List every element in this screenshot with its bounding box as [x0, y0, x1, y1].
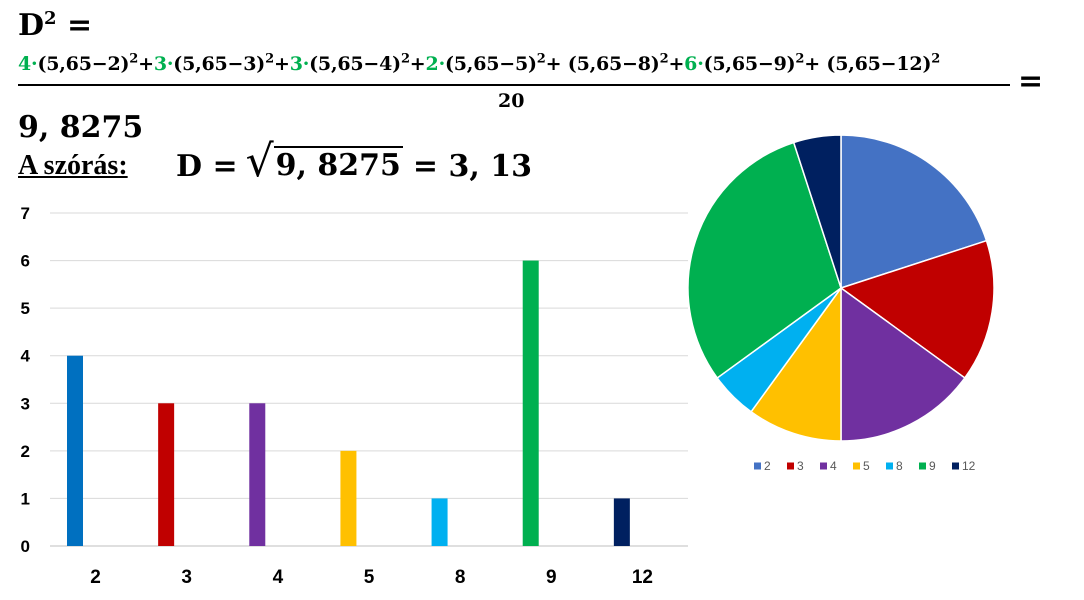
y-tick-label: 2: [21, 442, 30, 461]
bar: [249, 403, 266, 546]
pie-slice: [687, 141, 842, 379]
sqrt-symbol: √: [245, 136, 274, 187]
bar: [522, 260, 539, 546]
term-coefficient: 6: [684, 53, 698, 76]
x-tick-label: 9: [546, 567, 557, 588]
term-multiply-dot: ·: [302, 53, 310, 76]
term-multiply-dot: ·: [697, 53, 704, 76]
fraction-bar: [18, 84, 1010, 86]
numerator-term: 4·(5,65−2)2+: [18, 52, 154, 76]
numerator-term: 2·(5,65−5)2+: [425, 52, 568, 76]
legend-label: 5: [863, 459, 870, 473]
y-tick-label: 5: [21, 299, 30, 318]
pie-slice: [840, 286, 966, 442]
legend-label: 4: [830, 459, 837, 473]
y-tick-label: 1: [21, 489, 30, 508]
legend-swatch: [853, 462, 860, 470]
variance-result: 9, 8275: [18, 110, 144, 145]
x-tick-label: 12: [632, 567, 653, 588]
term-body: (5,65−5): [444, 53, 537, 76]
term-coefficient: 3: [153, 53, 167, 76]
std-dev-lhs: D =: [176, 149, 238, 184]
x-tick-label: 4: [273, 567, 284, 588]
bar: [158, 403, 175, 546]
sqrt-radicand: 9, 8275: [273, 146, 403, 183]
term-plus-operator: +: [138, 53, 154, 76]
legend-label: 12: [962, 459, 976, 473]
pie-slice: [840, 134, 988, 290]
term-coefficient: 2: [425, 53, 439, 76]
numerator-term: 6·(5,65−9)2+: [684, 52, 827, 76]
variance-heading: D2 =: [18, 8, 92, 43]
legend-label: 8: [896, 459, 903, 473]
x-tick-label: 2: [90, 567, 101, 588]
term-exponent: 2: [400, 52, 410, 67]
term-multiply-dot: ·: [31, 53, 38, 76]
y-tick-label: 6: [21, 252, 30, 271]
term-exponent: 2: [129, 52, 139, 67]
term-body: (5,65−2): [37, 53, 130, 76]
legend-swatch: [787, 462, 794, 470]
std-dev-formula: D = √ 9, 8275 = 3, 13: [176, 136, 533, 187]
pie-slice: [792, 134, 842, 289]
term-plus-operator: +: [668, 53, 685, 76]
term-body: (5,65−4): [309, 53, 401, 76]
term-body: (5,65−8): [567, 53, 660, 76]
bar: [431, 498, 448, 546]
y-tick-label: 7: [21, 204, 30, 223]
bar: [613, 498, 630, 546]
numerator-term: (5,65−12)2: [826, 52, 941, 76]
legend-swatch: [820, 462, 827, 470]
y-tick-label: 4: [21, 347, 31, 366]
legend-swatch: [886, 462, 893, 470]
term-coefficient: 3: [289, 53, 303, 76]
std-dev-label: A szórás:: [18, 150, 128, 181]
pie-slice: [839, 239, 995, 379]
y-tick-label: 3: [21, 394, 30, 413]
legend-label: 3: [797, 459, 804, 473]
x-tick-label: 8: [455, 567, 466, 588]
term-exponent: 2: [931, 52, 941, 67]
x-tick-label: 5: [364, 567, 375, 588]
bar: [340, 450, 357, 546]
term-exponent: 2: [659, 52, 669, 67]
term-body: (5,65−9): [703, 53, 796, 76]
formula-block: D2 = 4·(5,65−2)2+3·(5,65−3)2+3·(5,65−4)2…: [0, 0, 1084, 200]
std-dev-rhs: = 3, 13: [412, 149, 533, 184]
legend-swatch: [754, 462, 761, 470]
term-exponent: 2: [536, 52, 546, 67]
pie-slice: [750, 285, 842, 442]
legend-label: 9: [929, 459, 936, 473]
term-multiply-dot: ·: [166, 53, 174, 76]
fraction-denominator: 20: [498, 90, 525, 112]
legend-swatch: [952, 462, 959, 470]
term-plus-operator: +: [804, 53, 827, 76]
term-coefficient: 4: [18, 53, 32, 76]
term-plus-operator: +: [273, 53, 290, 76]
pie-chart: 2 3 4 5 8 9 12: [687, 134, 995, 473]
term-exponent: 2: [265, 52, 274, 67]
variance-symbol: D: [18, 8, 45, 43]
variance-exponent: 2: [44, 8, 57, 29]
fraction-numerator: 4·(5,65−2)2+3·(5,65−3)2+3·(5,65−4)2+2·(5…: [18, 52, 940, 75]
bar: [67, 355, 83, 546]
numerator-term: 3·(5,65−3)2+: [153, 52, 290, 76]
numerator-term: (5,65−8)2+: [567, 52, 685, 76]
term-body: (5,65−3): [173, 53, 266, 76]
legend-label: 2: [764, 459, 771, 473]
term-body: (5,65−12): [826, 53, 932, 76]
term-exponent: 2: [795, 52, 805, 67]
legend-swatch: [919, 462, 926, 470]
fraction-equals: =: [1018, 64, 1044, 99]
x-tick-label: 3: [181, 567, 192, 588]
variance-equals: =: [56, 8, 93, 43]
term-plus-operator: +: [545, 53, 568, 76]
y-tick-label: 0: [21, 537, 30, 556]
numerator-term: 3·(5,65−4)2+: [289, 52, 426, 76]
term-plus-operator: +: [409, 53, 426, 76]
term-multiply-dot: ·: [438, 53, 446, 76]
